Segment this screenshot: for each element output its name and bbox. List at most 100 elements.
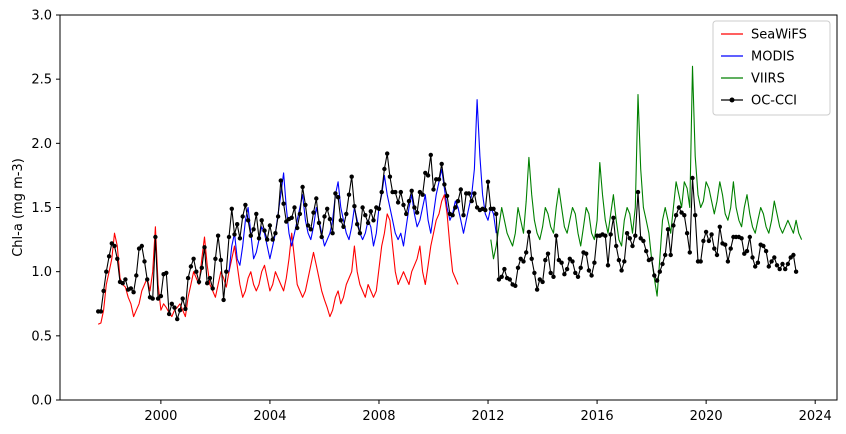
data-point (605, 263, 611, 268)
data-point (131, 290, 136, 295)
data-point (420, 192, 425, 197)
x-tick-label: 2000 (144, 409, 177, 424)
data-point (338, 218, 343, 223)
data-point (723, 242, 728, 247)
data-point (385, 151, 390, 156)
data-point (608, 232, 613, 237)
data-point (393, 189, 398, 195)
data-point (502, 266, 507, 272)
data-point (275, 214, 281, 219)
data-point (213, 256, 218, 261)
data-point (589, 273, 594, 278)
data-point (755, 260, 761, 265)
data-point (412, 205, 417, 210)
data-point (687, 250, 692, 255)
data-point (562, 272, 567, 277)
data-point (333, 191, 338, 196)
data-point (453, 205, 458, 210)
legend-box (712, 20, 831, 116)
data-point (265, 237, 270, 242)
data-point (180, 296, 185, 301)
data-point (644, 248, 649, 254)
data-point (772, 255, 777, 260)
data-point (513, 283, 518, 288)
data-point (657, 269, 662, 274)
data-point (382, 166, 387, 172)
data-point (112, 243, 117, 249)
data-point (270, 237, 275, 242)
data-point (123, 277, 128, 282)
data-point (210, 286, 215, 291)
data-point (158, 293, 164, 299)
data-point (376, 206, 382, 211)
legend-label: OC-CCI (751, 94, 797, 109)
data-point (559, 260, 564, 265)
data-point (578, 265, 583, 270)
data-point (205, 281, 210, 286)
data-point (458, 187, 463, 192)
data-point (224, 269, 229, 274)
data-point (166, 311, 172, 317)
data-point (728, 246, 733, 251)
data-point (145, 277, 150, 282)
data-point (281, 201, 286, 206)
data-point (292, 205, 297, 210)
data-point (325, 206, 330, 211)
data-point (98, 309, 104, 314)
data-point (300, 184, 305, 190)
data-point (215, 233, 221, 238)
data-point (425, 173, 431, 178)
data-point (472, 191, 477, 196)
data-point (134, 273, 139, 278)
data-point (194, 269, 199, 274)
data-point (701, 238, 706, 244)
y-tick-label: 0.0 (31, 394, 52, 409)
data-point (714, 252, 720, 258)
data-point (750, 255, 755, 260)
data-point (251, 227, 256, 232)
data-point (259, 218, 264, 223)
data-point (305, 223, 311, 228)
data-point (698, 259, 703, 264)
data-point (395, 200, 401, 205)
data-point (221, 297, 226, 303)
data-point (308, 227, 313, 232)
data-point (753, 264, 758, 269)
series-line-seawifs (97, 194, 459, 325)
data-point (507, 277, 512, 282)
data-point (311, 210, 316, 215)
data-point (226, 234, 232, 240)
y-tick-label: 2.5 (31, 73, 52, 88)
data-point (616, 257, 622, 263)
data-point (439, 161, 444, 167)
data-point (175, 316, 180, 322)
data-point (515, 265, 521, 270)
data-point (652, 273, 657, 278)
data-point (630, 243, 635, 249)
data-point (444, 193, 450, 199)
data-point (532, 270, 537, 276)
data-point (494, 211, 499, 217)
data-point (584, 251, 589, 256)
data-point (793, 269, 799, 274)
data-point (780, 261, 785, 267)
data-point (469, 198, 474, 204)
data-point (188, 264, 194, 269)
data-point (256, 236, 262, 241)
legend: SeaWiFS MODIS VIIRS OC-CCI (712, 20, 831, 116)
data-point (622, 259, 627, 264)
tick-layer: 2000 2004 2008 2012 2016 2020 2024 0.0 0.5 1.0 1.5… (31, 9, 831, 425)
y-tick-label: 0.5 (31, 329, 52, 344)
data-point (360, 205, 365, 210)
legend-label: MODIS (751, 50, 795, 65)
data-point (586, 268, 592, 273)
data-point (115, 256, 120, 261)
data-point (436, 177, 442, 182)
data-point (791, 252, 796, 258)
data-point (177, 308, 183, 313)
data-point (564, 266, 570, 272)
data-point (663, 252, 668, 258)
data-point (295, 225, 300, 231)
series-line-viirs (490, 65, 803, 297)
data-point (232, 232, 237, 237)
